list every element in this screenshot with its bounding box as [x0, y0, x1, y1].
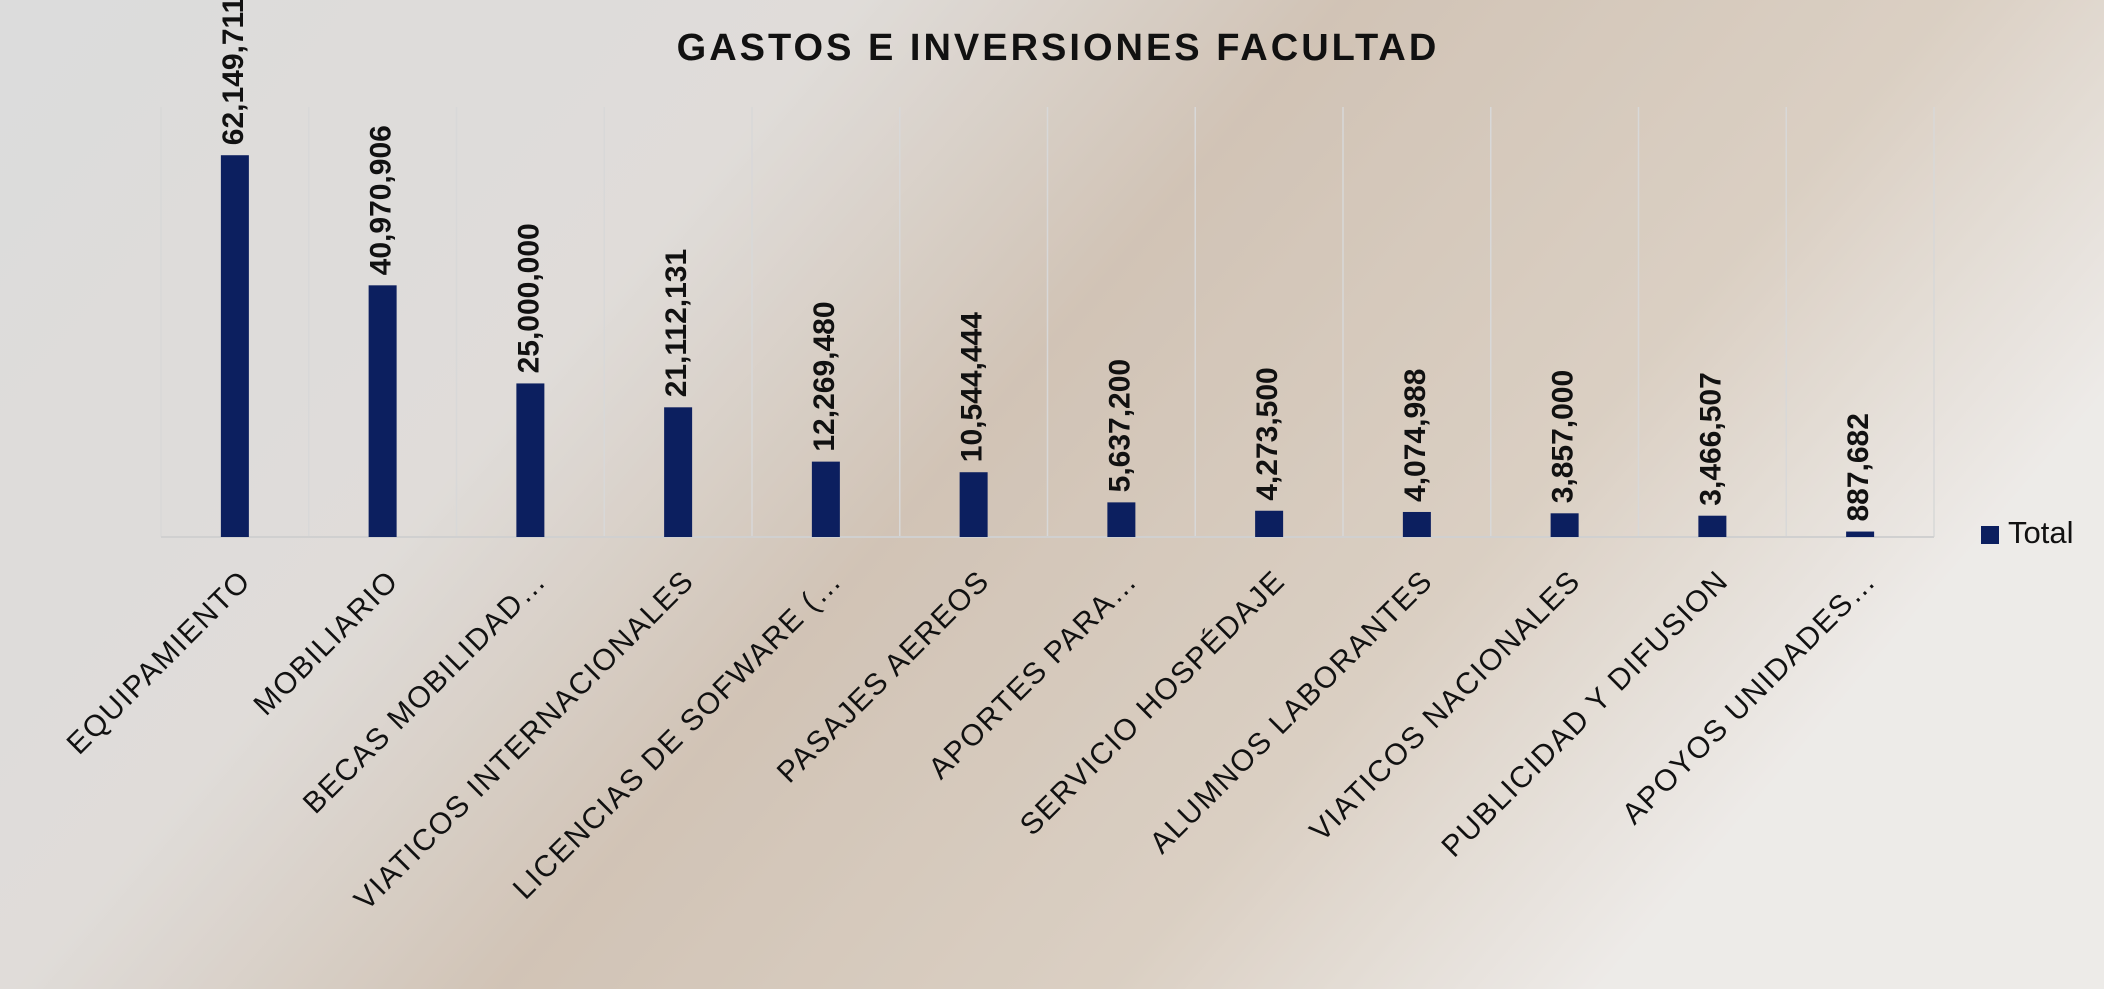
data-label: 40,970,906: [365, 125, 398, 275]
bar: [368, 285, 397, 537]
legend-swatch: [1981, 526, 1999, 544]
bar: [1107, 502, 1136, 537]
data-label: 4,074,988: [1399, 368, 1432, 501]
data-label: 12,269,480: [808, 301, 841, 451]
bar: [1846, 531, 1875, 537]
bar: [664, 407, 693, 537]
bar: [1402, 511, 1431, 537]
bar: [1550, 513, 1579, 537]
bar: [516, 383, 545, 537]
data-label: 21,112,131: [660, 249, 693, 398]
bar: [811, 461, 840, 537]
data-label: 3,466,507: [1694, 372, 1727, 505]
bar: [1255, 510, 1284, 537]
bar: [1698, 515, 1727, 537]
bar: [959, 472, 988, 537]
data-label: 62,149,711: [217, 0, 250, 145]
data-label: 4,273,500: [1251, 367, 1284, 500]
data-label: 5,637,200: [1103, 359, 1136, 492]
data-label: 25,000,000: [512, 223, 545, 373]
bar: [220, 155, 249, 537]
data-label: 10,544,444: [956, 312, 989, 462]
chart-title: GASTOS E INVERSIONES FACULTAD: [677, 27, 1440, 69]
data-label: 887,682: [1842, 413, 1875, 521]
legend-label: Total: [2008, 515, 2073, 550]
data-label: 3,857,000: [1547, 370, 1580, 503]
